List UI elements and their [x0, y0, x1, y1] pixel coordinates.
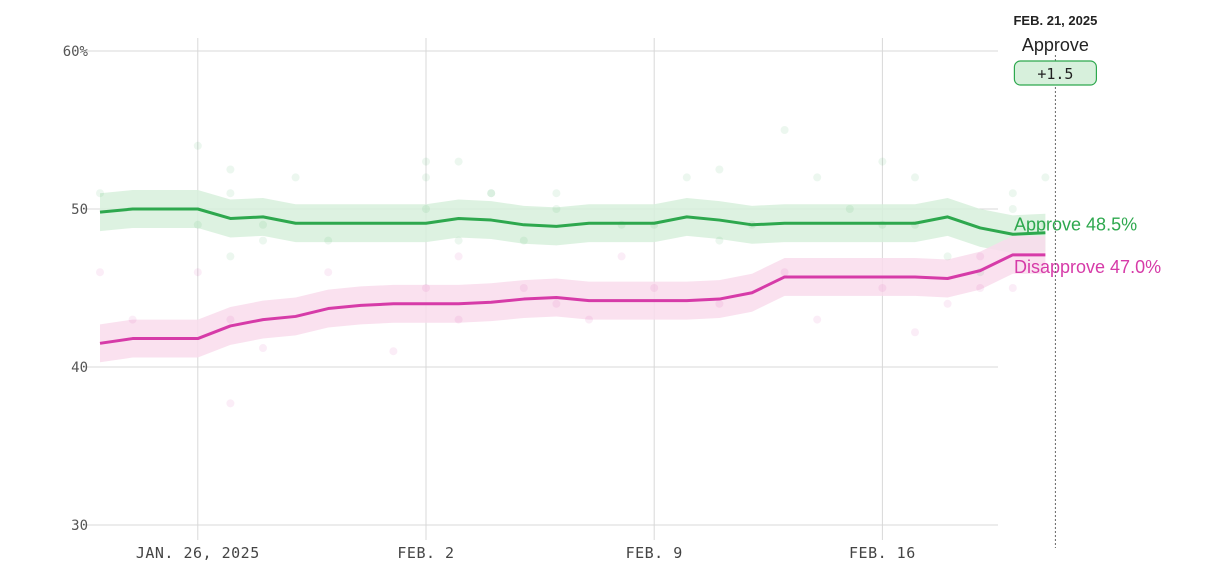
approve-poll-dot — [552, 205, 561, 213]
disapprove-poll-dot — [96, 268, 104, 277]
trend-lines — [99, 207, 1046, 345]
disapprove-poll-dot — [193, 268, 202, 277]
disapprove-poll-dot — [226, 399, 235, 408]
disapprove-poll-dot — [878, 284, 887, 292]
tooltip-margin-badge — [1013, 60, 1098, 86]
y-tick-label: 50 — [71, 202, 88, 218]
disapprove-line — [99, 253, 1046, 345]
disapprove-poll-dot — [1008, 284, 1017, 292]
disapprove-poll-dot — [780, 268, 789, 277]
disapprove-end-label: Disapprove 47.0% — [1014, 257, 1161, 277]
approve-poll-dot — [943, 252, 952, 261]
approve-poll-dot — [1008, 189, 1017, 198]
approve-poll-dot — [1041, 173, 1050, 182]
disapprove-poll-dot — [389, 347, 398, 356]
disapprove-poll-dot — [128, 315, 137, 324]
y-tick-label: 60% — [63, 44, 89, 60]
disapprove-poll-dot — [943, 299, 952, 308]
approve-poll-dot — [813, 173, 822, 182]
approve-poll-dot — [422, 205, 430, 213]
disapprove-poll-dot — [617, 252, 626, 261]
approve-end-label: Approve 48.5% — [1014, 215, 1137, 235]
x-tick-label: FEB. 2 — [397, 544, 454, 562]
approve-poll-dot — [454, 236, 463, 245]
x-tick-label: FEB. 9 — [626, 544, 683, 562]
approve-poll-dot — [422, 173, 430, 182]
poll-dots — [96, 126, 1050, 408]
hover-tooltip: FEB. 21, 2025 Approve +1.5 — [1013, 13, 1097, 548]
approve-poll-dot — [291, 173, 300, 182]
disapprove-poll-dot — [715, 299, 724, 308]
approve-poll-dot — [780, 126, 789, 134]
approve-poll-dot — [454, 157, 463, 166]
y-tick-label: 30 — [71, 518, 88, 534]
approve-poll-dot — [96, 189, 104, 198]
disapprove-poll-dot — [976, 284, 985, 292]
approve-poll-dot — [259, 236, 267, 245]
approve-band — [100, 190, 1046, 254]
end-labels: Approve 48.5% Disapprove 47.0% — [1014, 215, 1161, 277]
approve-line — [99, 207, 1046, 236]
disapprove-poll-dot — [259, 344, 267, 353]
tooltip-margin-value: +1.5 — [1037, 65, 1073, 83]
approve-poll-dot — [715, 236, 724, 245]
approve-poll-dot — [259, 220, 267, 229]
x-tick-labels: JAN. 26, 2025 FEB. 2 FEB. 9 FEB. 16 — [136, 544, 916, 562]
approve-poll-dot — [911, 173, 919, 182]
approve-poll-dot — [1008, 205, 1017, 213]
approve-poll-dot — [519, 236, 528, 245]
approve-poll-dot — [226, 165, 235, 174]
disapprove-poll-dot — [650, 284, 659, 292]
disapprove-poll-dot — [552, 299, 561, 308]
disapprove-poll-dot — [226, 315, 235, 324]
approve-poll-dot — [193, 220, 202, 229]
disapprove-poll-dot — [519, 284, 528, 292]
x-tick-label: JAN. 26, 2025 — [136, 544, 260, 562]
y-tick-label: 40 — [71, 360, 88, 376]
disapprove-poll-dot — [911, 328, 919, 337]
approve-poll-dot — [715, 165, 724, 174]
approve-poll-dot — [487, 189, 496, 198]
approve-poll-dot — [193, 141, 202, 150]
disapprove-poll-dot — [422, 284, 430, 292]
tooltip-leader: Approve — [1022, 35, 1089, 55]
approve-poll-dot — [487, 189, 496, 198]
disapprove-poll-dot — [454, 252, 463, 261]
approve-poll-dot — [422, 157, 430, 166]
disapprove-poll-dot — [454, 315, 463, 324]
approve-poll-dot — [324, 236, 333, 245]
approve-poll-dot — [226, 252, 235, 261]
approve-poll-dot — [1041, 220, 1050, 229]
approve-poll-dot — [682, 173, 691, 182]
approve-poll-dot — [845, 205, 854, 213]
approve-poll-dot — [878, 157, 887, 166]
disapprove-poll-dot — [976, 252, 985, 261]
disapprove-poll-dot — [324, 268, 333, 277]
disapprove-poll-dot — [585, 315, 593, 324]
tooltip-date: FEB. 21, 2025 — [1013, 13, 1097, 28]
approve-poll-dot — [552, 189, 561, 198]
x-tick-label: FEB. 16 — [849, 544, 916, 562]
approve-poll-dot — [226, 189, 235, 198]
y-tick-labels: 30 40 50 60% — [63, 44, 89, 534]
disapprove-poll-dot — [813, 315, 822, 324]
